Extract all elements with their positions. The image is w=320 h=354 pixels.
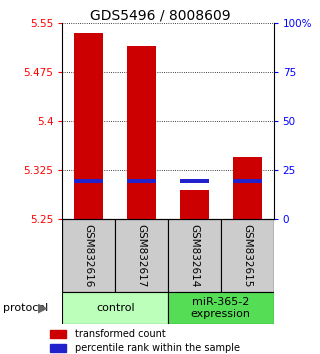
Text: GSM832616: GSM832616 [84, 224, 94, 287]
Text: ▶: ▶ [38, 302, 48, 314]
Bar [62, 292, 168, 324]
Bar [50, 344, 66, 352]
Bar [180, 190, 209, 219]
Text: GSM832615: GSM832615 [242, 224, 252, 287]
Text: GDS5496 / 8008609: GDS5496 / 8008609 [90, 9, 230, 23]
Text: transformed count: transformed count [75, 329, 166, 339]
Bar [180, 179, 209, 183]
Bar [62, 219, 115, 292]
Text: control: control [96, 303, 134, 313]
Bar [74, 179, 103, 183]
Bar [168, 292, 274, 324]
Bar [74, 33, 103, 219]
Bar [233, 179, 262, 183]
Bar [127, 46, 156, 219]
Text: percentile rank within the sample: percentile rank within the sample [75, 343, 240, 353]
Bar [127, 179, 156, 183]
Bar [168, 219, 221, 292]
Bar [233, 157, 262, 219]
Text: protocol: protocol [3, 303, 48, 313]
Bar [221, 219, 274, 292]
Bar [50, 330, 66, 338]
Text: GSM832614: GSM832614 [189, 224, 199, 287]
Text: GSM832617: GSM832617 [137, 224, 147, 287]
Text: miR-365-2
expression: miR-365-2 expression [191, 297, 251, 319]
Bar [115, 219, 168, 292]
